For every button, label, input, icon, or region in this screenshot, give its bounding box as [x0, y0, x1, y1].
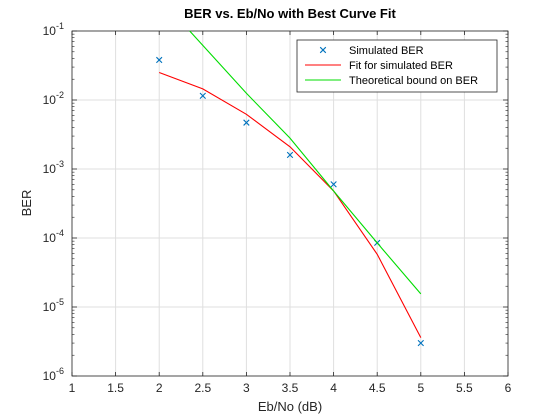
legend-label: Theoretical bound on BER	[349, 75, 478, 87]
y-axis-label: BER	[19, 190, 34, 217]
y-tick-label: 10-4	[43, 228, 64, 245]
series-2	[159, 71, 422, 338]
y-tick-label: 10-5	[43, 297, 64, 314]
legend-entry: Fit for simulated BER	[305, 60, 453, 72]
data-point-marker	[156, 56, 163, 64]
series-3	[189, 30, 422, 295]
x-tick-label: 2.5	[194, 381, 211, 395]
legend-label: Simulated BER	[349, 45, 424, 57]
x-tick-label: 5.5	[456, 381, 473, 395]
x-tick-label: 4.5	[369, 381, 386, 395]
legend-entry: Simulated BER	[319, 45, 424, 57]
series-line	[159, 71, 422, 338]
y-tick-label: 10-6	[43, 366, 64, 383]
x-tick-label: 6	[505, 381, 512, 395]
y-tick-label: 10-2	[43, 90, 64, 107]
y-tick-label: 10-1	[43, 21, 64, 38]
data-point-marker	[330, 181, 337, 188]
x-tick-label: 2	[156, 381, 163, 395]
x-axis-ticks: 1 1.5 2 2.5 3 3.5 4 4.5 5 5.5 6	[69, 31, 512, 395]
legend-entry: Theoretical bound on BER	[305, 75, 478, 87]
x-tick-label: 4	[330, 381, 337, 395]
legend-label: Fit for simulated BER	[349, 60, 453, 72]
legend-swatch	[319, 46, 327, 54]
data-point-marker	[417, 339, 424, 347]
x-tick-label: 3	[243, 381, 250, 395]
series-line	[189, 30, 422, 295]
legend: Simulated BER Fit for simulated BER Theore…	[296, 39, 498, 93]
x-tick-label: 3.5	[282, 381, 299, 395]
x-tick-label: 1	[69, 381, 76, 395]
plot-frame	[71, 30, 509, 377]
data-point-marker	[199, 92, 206, 100]
legend-box	[296, 39, 498, 93]
x-tick-label: 1.5	[107, 381, 124, 395]
x-axis-label: Eb/No (dB)	[258, 399, 322, 414]
chart-title: BER vs. Eb/No with Best Curve Fit	[184, 6, 396, 21]
y-tick-label: 10-3	[43, 159, 64, 176]
x-tick-label: 5	[417, 381, 424, 395]
y-axis-ticks: 10-6 10-5 10-4 10-3 10-2 10-1	[43, 21, 508, 383]
data-point-marker	[286, 151, 294, 159]
series-layer	[156, 30, 424, 347]
data-point-marker	[243, 119, 250, 126]
